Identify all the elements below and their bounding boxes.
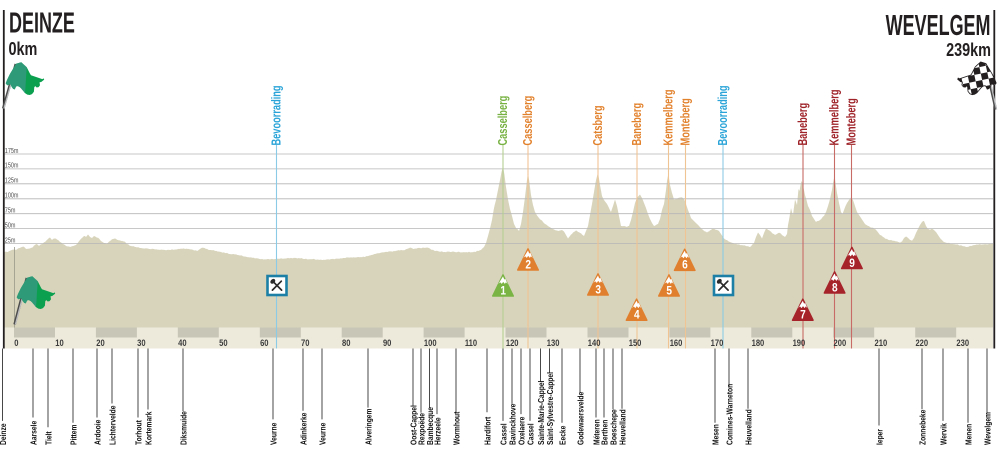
svg-text:125m: 125m: [5, 177, 19, 185]
svg-text:Diksmuide: Diksmuide: [178, 410, 188, 445]
svg-text:Casselberg: Casselberg: [522, 96, 536, 146]
svg-text:Bambecque: Bambecque: [425, 406, 435, 445]
svg-text:0km: 0km: [9, 38, 38, 59]
svg-text:Rexpoëde: Rexpoëde: [416, 412, 426, 445]
svg-text:Menen: Menen: [963, 424, 973, 445]
svg-text:Veurne: Veurne: [317, 422, 327, 445]
svg-text:Sainte-Marie-Cappel: Sainte-Marie-Cappel: [536, 381, 546, 445]
svg-text:Catsberg: Catsberg: [592, 105, 606, 145]
svg-text:170: 170: [711, 337, 724, 348]
svg-text:WEVELGEM: WEVELGEM: [886, 10, 991, 42]
svg-text:Lichtervelde: Lichtervelde: [107, 405, 117, 445]
svg-text:Heuvelland: Heuvelland: [617, 409, 627, 445]
svg-text:220: 220: [915, 337, 928, 348]
svg-text:Zonnebeke: Zonnebeke: [917, 409, 927, 445]
svg-text:200: 200: [834, 337, 847, 348]
svg-text:Oxelaere: Oxelaere: [516, 416, 526, 445]
svg-text:Bavinckhove: Bavinckhove: [507, 403, 517, 445]
svg-text:25m: 25m: [5, 237, 16, 245]
svg-text:Tielt: Tielt: [43, 431, 53, 445]
svg-text:6: 6: [682, 259, 688, 272]
svg-text:80: 80: [342, 337, 351, 348]
svg-text:70: 70: [301, 337, 310, 348]
svg-text:0: 0: [14, 337, 18, 348]
svg-text:Veurne: Veurne: [268, 422, 278, 445]
svg-text:Torhout: Torhout: [133, 420, 143, 445]
svg-text:Ardooie: Ardooie: [92, 419, 102, 445]
svg-text:150m: 150m: [5, 162, 19, 170]
svg-text:Wormhout: Wormhout: [451, 411, 461, 445]
svg-text:Ieper: Ieper: [874, 429, 884, 445]
svg-text:Baneberg: Baneberg: [797, 103, 811, 146]
svg-text:3: 3: [595, 284, 601, 297]
svg-text:160: 160: [670, 337, 683, 348]
svg-text:Méteren: Méteren: [591, 419, 601, 445]
svg-text:Wervik: Wervik: [938, 423, 948, 445]
svg-text:140: 140: [588, 337, 601, 348]
svg-text:9: 9: [849, 257, 855, 270]
svg-text:Wevelgem: Wevelgem: [982, 412, 992, 445]
svg-text:50: 50: [219, 337, 228, 348]
svg-text:Cassel: Cassel: [498, 423, 508, 445]
svg-text:Casselberg: Casselberg: [497, 96, 511, 146]
svg-text:130: 130: [547, 337, 560, 348]
svg-text:Aarsele: Aarsele: [28, 420, 38, 445]
svg-text:20: 20: [96, 337, 105, 348]
svg-text:75m: 75m: [5, 207, 16, 215]
svg-text:5: 5: [666, 285, 672, 298]
svg-text:175m: 175m: [5, 147, 19, 155]
svg-text:Kortemark: Kortemark: [143, 411, 153, 445]
svg-text:Alveringem: Alveringem: [363, 408, 373, 445]
svg-text:Bevoorrading: Bevoorrading: [717, 85, 731, 145]
svg-text:Godewaersvelde: Godewaersvelde: [575, 391, 585, 445]
svg-text:Pittem: Pittem: [68, 424, 78, 445]
svg-text:230: 230: [956, 337, 969, 348]
svg-text:8: 8: [832, 282, 838, 295]
svg-text:Monteberg: Monteberg: [845, 98, 859, 145]
svg-text:Heuvelland: Heuvelland: [743, 409, 753, 445]
svg-text:40: 40: [178, 337, 187, 348]
svg-text:Baneberg: Baneberg: [631, 103, 645, 146]
svg-text:Berthen: Berthen: [599, 419, 609, 445]
svg-text:Bevoorrading: Bevoorrading: [270, 85, 284, 145]
svg-text:Mesen: Mesen: [710, 424, 720, 445]
svg-text:180: 180: [752, 337, 765, 348]
svg-text:Monteberg: Monteberg: [679, 98, 693, 145]
svg-text:10: 10: [55, 337, 64, 348]
svg-text:239km: 239km: [946, 39, 991, 60]
svg-text:100m: 100m: [5, 192, 19, 200]
svg-text:1: 1: [500, 285, 506, 298]
svg-text:Comines-Warneton: Comines-Warneton: [724, 384, 734, 445]
svg-text:Oost-Cappel: Oost-Cappel: [408, 405, 418, 445]
svg-text:Kemmelberg: Kemmelberg: [828, 90, 842, 146]
svg-text:Adinkerke: Adinkerke: [298, 412, 308, 445]
svg-text:4: 4: [634, 309, 640, 322]
svg-text:120: 120: [506, 337, 519, 348]
svg-text:Kemmelberg: Kemmelberg: [662, 90, 676, 146]
svg-text:90: 90: [383, 337, 392, 348]
svg-text:100: 100: [424, 337, 437, 348]
svg-text:190: 190: [793, 337, 806, 348]
svg-text:110: 110: [465, 337, 477, 348]
svg-text:50m: 50m: [5, 222, 16, 230]
svg-text:150: 150: [629, 337, 642, 348]
svg-text:Hardifort: Hardifort: [482, 416, 492, 445]
svg-text:DEINZE: DEINZE: [9, 7, 75, 39]
svg-text:7: 7: [800, 309, 806, 322]
svg-text:2: 2: [525, 259, 531, 272]
svg-text:Saint-Sylvestre-Cappel: Saint-Sylvestre-Cappel: [545, 372, 555, 445]
svg-text:Cassel: Cassel: [525, 423, 535, 445]
svg-text:Deinze: Deinze: [0, 423, 8, 445]
svg-text:Eecke: Eecke: [557, 425, 567, 445]
svg-text:Herzeele: Herzeele: [432, 417, 442, 445]
svg-text:Boeschepe: Boeschepe: [608, 409, 618, 445]
svg-text:210: 210: [875, 337, 888, 348]
svg-text:30: 30: [137, 337, 146, 348]
svg-text:60: 60: [260, 337, 269, 348]
